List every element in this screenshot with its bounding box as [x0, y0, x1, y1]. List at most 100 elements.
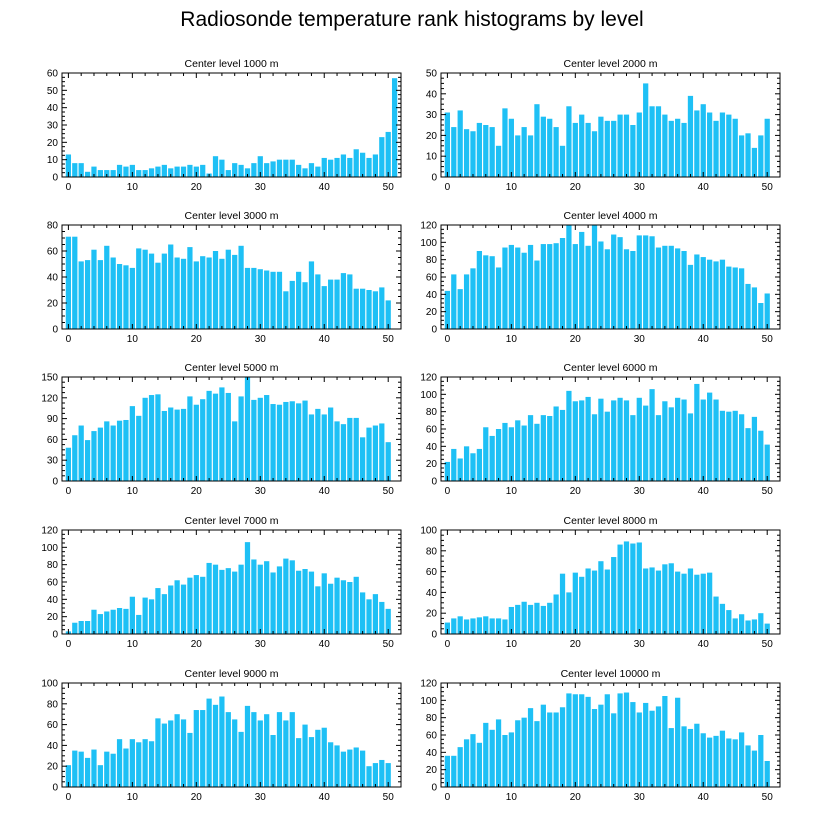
panel-4-bar — [463, 274, 470, 329]
panel-2-bar — [585, 122, 591, 177]
panel-9-bar — [200, 710, 206, 787]
panel-5-xtick-label: 10 — [127, 486, 139, 497]
panel-8-xtick-label: 20 — [570, 639, 582, 650]
panel-9-bar — [347, 749, 353, 787]
panel-1-ytick-label: 50 — [47, 86, 59, 97]
panel-7-bar — [366, 599, 372, 634]
panel-1-bar — [225, 170, 231, 177]
panel-6-bar — [444, 461, 451, 481]
panel-8-ytick-label: 40 — [426, 588, 438, 599]
panel-1-xtick-label: 50 — [383, 182, 395, 193]
panel-9-bar — [308, 737, 315, 787]
panel-6-bar — [700, 399, 706, 481]
panel-8-bar — [726, 610, 732, 634]
panel-10-bar — [617, 693, 623, 787]
panel-5-ytick-label: 60 — [47, 435, 59, 446]
panel-6-bar — [547, 416, 553, 481]
panel-4-bar — [559, 238, 566, 329]
panel-6-bar — [451, 448, 457, 481]
panel-10-bar — [655, 706, 662, 787]
panel-9-bar — [385, 763, 391, 787]
panel-10-ytick-label: 20 — [426, 765, 438, 776]
panel-3-bar — [251, 267, 257, 329]
panel-7-bar — [212, 564, 219, 634]
panel-10-xtick-label: 20 — [570, 792, 582, 803]
panel-5-bar — [72, 435, 78, 481]
panel-4-ytick-label: 120 — [420, 221, 437, 232]
panel-6-bar — [591, 414, 598, 481]
panel-2-xtick-label: 50 — [762, 182, 774, 193]
panel-4-bar — [476, 251, 482, 329]
panel-4-title: Center level 4000 m — [564, 210, 658, 222]
panel-5-bar — [366, 427, 372, 481]
panel-5-bar — [360, 437, 366, 481]
panel-3-bar — [129, 267, 135, 329]
panel-4-bar — [483, 255, 489, 329]
panel-8-bar — [713, 596, 719, 634]
panel-8-bar — [515, 604, 521, 634]
panel-9-bar — [366, 766, 372, 787]
panel-1-bar — [340, 154, 347, 177]
panel-1-bar — [257, 156, 263, 177]
panel-3-bar — [360, 288, 366, 329]
panel-5-bar — [206, 390, 212, 481]
panel-6-bar — [758, 430, 764, 481]
panel-5-ytick-label: 30 — [47, 456, 59, 467]
panel-7-bar — [193, 575, 199, 634]
panel-3-bar — [366, 290, 372, 329]
panel-5-bar — [225, 392, 231, 481]
panel-4-bar — [521, 252, 527, 329]
panel-9-bar — [340, 751, 347, 787]
panel-10-bar — [483, 722, 489, 787]
panel-2-bar — [527, 135, 534, 177]
panel-7-bar — [308, 571, 315, 634]
panel-7-title: Center level 7000 m — [185, 515, 279, 527]
panel-5-bar — [91, 431, 97, 481]
panel-8-xtick-label: 40 — [698, 639, 710, 650]
panel-8-title: Center level 8000 m — [564, 515, 658, 527]
panel-4-bar — [585, 245, 591, 329]
panel-1-bar — [180, 166, 187, 177]
panel-2-bar — [502, 108, 508, 177]
panel-10-bar — [719, 730, 726, 787]
panel-2-bar — [495, 145, 502, 177]
panel-9-bar — [129, 739, 135, 787]
panel-5-bar — [97, 427, 103, 481]
panel-6-bar — [649, 389, 655, 481]
panel-5-bar — [296, 403, 302, 481]
panel-8-bar — [553, 594, 559, 634]
panel-4-bar — [444, 290, 451, 329]
panel-1-bar — [360, 152, 366, 177]
panel-4-bar — [617, 237, 623, 329]
panel-9-bar — [91, 749, 97, 787]
panel-5-bar — [174, 409, 180, 481]
panel-1-bar — [116, 164, 123, 177]
panel-5-xtick-label: 50 — [383, 486, 395, 497]
panel-2-ytick-label: 40 — [426, 89, 438, 100]
panel-10-bar — [681, 726, 687, 787]
panel-10-bar — [751, 750, 758, 787]
panel-8-bar — [572, 572, 578, 634]
panel-5-bar — [315, 408, 321, 481]
panel-6-bar — [764, 444, 770, 481]
panel-8-ytick-label: 60 — [426, 567, 438, 578]
panel-6-bar — [527, 415, 534, 481]
panel-5-bar — [110, 425, 116, 481]
panel-2-ytick-label: 20 — [426, 131, 438, 142]
panel-8-bar — [566, 592, 572, 634]
panel-7-bar — [264, 561, 270, 634]
panel-7-bar — [251, 559, 257, 634]
panel-8-bar — [643, 568, 649, 634]
panel-10-bar — [745, 745, 751, 787]
panel-10-bar — [572, 694, 578, 787]
panel-4-bar — [700, 257, 706, 329]
panel-1-bar — [200, 164, 206, 177]
panel-6-ytick-label: 80 — [426, 407, 438, 418]
panel-10-bar — [451, 755, 457, 787]
panel-1-xtick-label: 30 — [255, 182, 267, 193]
panel-9-xtick-label: 50 — [383, 792, 395, 803]
panel-2-bar — [745, 133, 751, 177]
panel-3-bar — [187, 247, 193, 329]
panel-8-bar — [527, 604, 534, 634]
